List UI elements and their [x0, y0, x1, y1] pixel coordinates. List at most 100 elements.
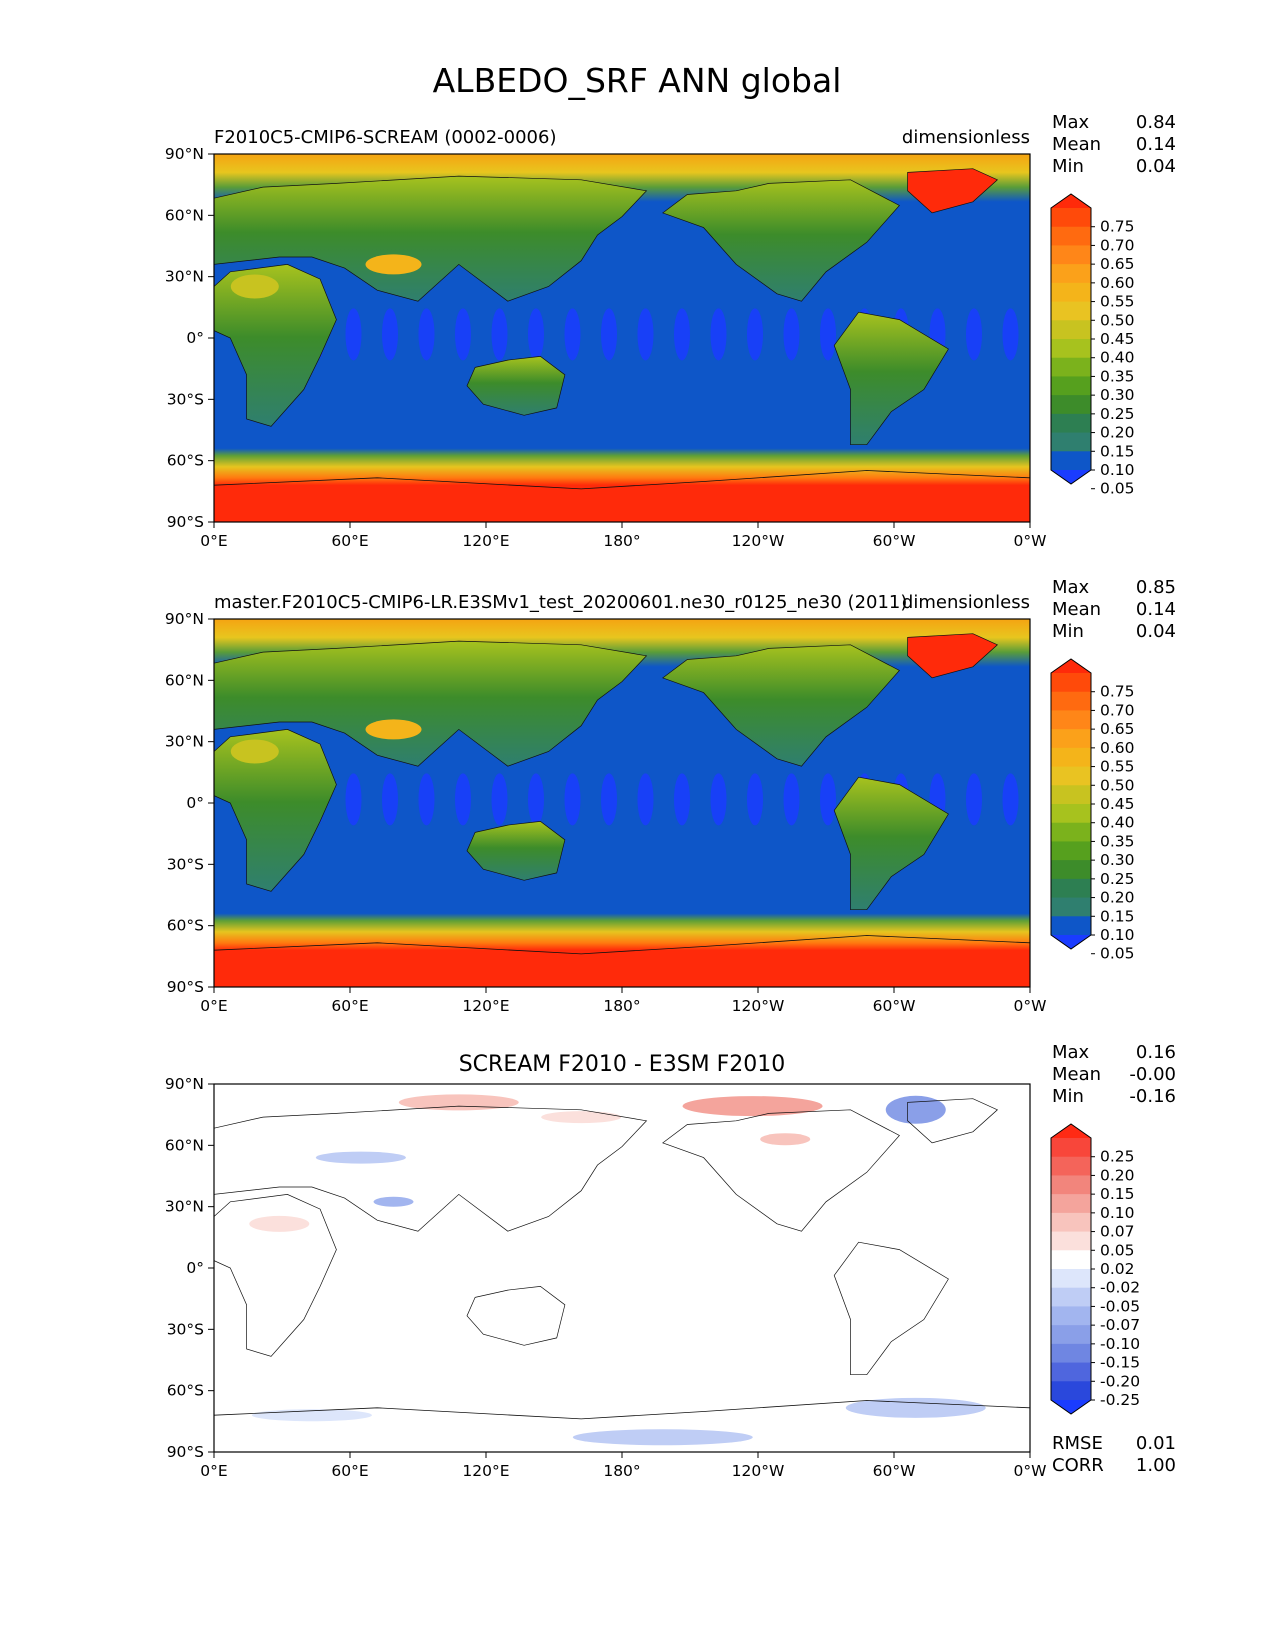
- x-tick-label: 0°W: [1014, 997, 1047, 1015]
- colorbar-label: 0.05: [1100, 945, 1135, 963]
- stat-value: 0.14: [1136, 599, 1176, 620]
- colorbar: 0.750.700.650.600.550.500.450.400.350.30…: [1050, 658, 1135, 963]
- colorbar-segment: [1051, 1306, 1091, 1326]
- colorbar-segment: [1051, 878, 1091, 899]
- itcz-streak: [747, 773, 763, 826]
- colorbar-label: 0.02: [1100, 1260, 1135, 1278]
- colorbar-segment: [1051, 1343, 1091, 1364]
- stat-value: 0.14: [1136, 134, 1176, 155]
- colorbar-segment: [1051, 673, 1091, 693]
- coastline-greenland: [907, 1098, 999, 1144]
- colorbar-label: 0.05: [1100, 480, 1135, 498]
- colorbar-label: -0.15: [1100, 1354, 1140, 1372]
- y-tick-label: 0°: [186, 329, 204, 347]
- x-tick-label: 120°E: [462, 997, 509, 1015]
- itcz-streak: [637, 308, 654, 361]
- itcz-streak: [674, 773, 690, 826]
- colorbar-segment: [1051, 710, 1091, 730]
- panel-title-left: master.F2010C5-CMIP6-LR.E3SMv1_test_2020…: [214, 592, 907, 613]
- x-tick-label: 120°E: [462, 532, 509, 550]
- landmass-greenland: [907, 633, 999, 679]
- y-tick-label: 90°N: [165, 145, 204, 163]
- difference-anomaly: [885, 1095, 946, 1124]
- landmass-greenland: [907, 168, 999, 214]
- y-tick-label: 60°S: [167, 452, 204, 470]
- colorbar-segment: [1051, 1231, 1091, 1251]
- x-tick-label: 120°E: [462, 1462, 509, 1480]
- colorbar: 0.250.200.150.100.070.050.02-0.02-0.05-0…: [1050, 1123, 1140, 1415]
- y-tick-label: 30°S: [167, 1320, 204, 1338]
- x-tick-label: 60°W: [873, 1462, 916, 1480]
- landmass-australia: [466, 821, 566, 881]
- colorbar-segment: [1051, 822, 1091, 842]
- y-tick-label: 30°N: [165, 733, 204, 751]
- difference-anomaly: [760, 1133, 811, 1146]
- x-tick-label: 180°: [603, 532, 640, 550]
- colorbar-label: 0.15: [1100, 907, 1135, 925]
- colorbar-label: -0.25: [1100, 1391, 1140, 1409]
- itcz-streak: [601, 308, 617, 361]
- colorbar-segment: [1051, 897, 1091, 917]
- y-tick-label: 30°N: [165, 268, 204, 286]
- stat-value: 0.16: [1136, 1042, 1176, 1063]
- x-tick-label: 120°W: [732, 532, 785, 550]
- x-tick-label: 0°E: [200, 1462, 227, 1480]
- colorbar-segment: [1051, 1138, 1091, 1158]
- y-tick-label: 90°S: [167, 978, 204, 996]
- colorbar-label: 0.50: [1100, 776, 1135, 794]
- stat-label: Min: [1052, 621, 1084, 642]
- colorbar-label: 0.35: [1100, 832, 1135, 850]
- colorbar-label: 0.05: [1100, 1241, 1135, 1259]
- difference-anomaly: [398, 1094, 519, 1111]
- panel-units: dimensionless: [902, 592, 1030, 613]
- colorbar-label: 0.35: [1100, 367, 1135, 385]
- itcz-streak: [747, 308, 763, 361]
- colorbar-segment: [1051, 413, 1091, 434]
- y-tick-label: 60°N: [165, 671, 204, 689]
- itcz-streak: [345, 773, 362, 826]
- difference-anomaly: [845, 1397, 986, 1418]
- colorbar-segment: [1051, 841, 1091, 861]
- colorbar-segment: [1051, 1269, 1091, 1289]
- metric-value: 0.01: [1136, 1433, 1176, 1454]
- x-tick-label: 180°: [603, 1462, 640, 1480]
- colorbar-segment: [1051, 1250, 1091, 1270]
- y-tick-label: 90°S: [167, 1443, 204, 1461]
- landmass-namerica: [662, 179, 900, 302]
- stat-value: 0.85: [1136, 577, 1176, 598]
- colorbar-label: -0.10: [1100, 1335, 1140, 1353]
- itcz-streak: [966, 308, 982, 361]
- landmass-namerica: [662, 644, 900, 767]
- colorbar-label: 0.25: [1100, 870, 1135, 888]
- y-tick-label: 30°N: [165, 1198, 204, 1216]
- itcz-streak: [418, 308, 435, 361]
- difference-anomaly: [541, 1111, 622, 1124]
- figure-title: ALBEDO_SRF ANN global: [433, 61, 842, 100]
- metric-label: CORR: [1052, 1455, 1104, 1476]
- landmass-eurasia: [213, 175, 648, 302]
- itcz-streak: [1002, 773, 1019, 826]
- map-plot-area: [213, 154, 1031, 522]
- stat-value: 0.04: [1136, 621, 1176, 642]
- itcz-streak: [418, 773, 435, 826]
- x-tick-label: 180°: [603, 997, 640, 1015]
- map-panel-difference: 0°E 60°E 120°E 180° 120°W 60°W 0°W 90°N 60°N 30°N…: [165, 1042, 1176, 1480]
- panel-title-center: SCREAM F2010 - E3SM F2010: [459, 1052, 786, 1077]
- colorbar-segment: [1051, 264, 1091, 284]
- colorbar-segment: [1051, 916, 1091, 936]
- colorbar-label: 0.60: [1100, 274, 1135, 292]
- colorbar-segment: [1051, 245, 1091, 265]
- itcz-streak: [783, 773, 800, 826]
- itcz-streak: [455, 308, 471, 361]
- x-tick-label: 60°E: [331, 1462, 368, 1480]
- map-plot-area: [213, 619, 1031, 987]
- colorbar-segment: [1051, 1287, 1091, 1307]
- colorbar-label: 0.55: [1100, 758, 1135, 776]
- difference-anomaly: [315, 1151, 406, 1164]
- colorbar-extend-min: [1051, 1400, 1091, 1414]
- itcz-streak: [601, 773, 617, 826]
- itcz-streak: [820, 773, 836, 826]
- colorbar-segment: [1051, 1362, 1091, 1382]
- colorbar-label: -0.07: [1100, 1316, 1140, 1334]
- colorbar-label: 0.65: [1100, 255, 1135, 273]
